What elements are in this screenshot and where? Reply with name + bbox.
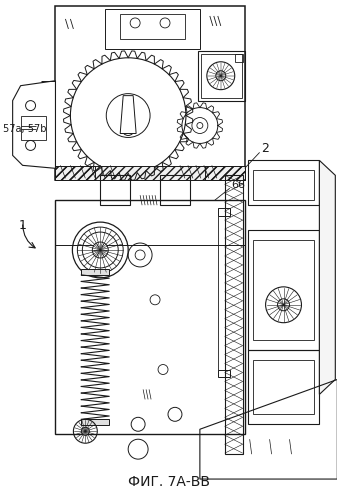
Text: 57a, 57b: 57a, 57b	[3, 124, 46, 134]
Bar	[248, 160, 319, 205]
Text: 2: 2	[262, 142, 269, 155]
Circle shape	[92, 242, 108, 258]
Bar	[81, 269, 109, 275]
Circle shape	[216, 70, 226, 81]
Bar	[248, 230, 319, 350]
Bar	[252, 240, 314, 340]
Text: 1: 1	[19, 218, 26, 232]
Bar	[120, 14, 185, 39]
Circle shape	[277, 299, 290, 310]
Bar	[55, 6, 245, 180]
Bar	[218, 370, 230, 378]
Bar	[225, 176, 243, 454]
Bar	[198, 51, 245, 100]
Bar	[55, 166, 95, 180]
Text: ФИГ. 7А-ВВ: ФИГ. 7А-ВВ	[128, 475, 210, 489]
Bar	[21, 116, 46, 140]
Polygon shape	[13, 80, 55, 168]
Bar	[55, 166, 245, 180]
Bar	[218, 208, 230, 216]
Bar	[160, 176, 190, 205]
Polygon shape	[120, 96, 136, 134]
Bar	[248, 350, 319, 424]
Bar	[100, 176, 130, 205]
Bar	[81, 420, 109, 426]
Bar	[105, 9, 200, 49]
Bar	[235, 54, 243, 62]
Polygon shape	[319, 160, 335, 394]
Bar	[205, 166, 245, 180]
Bar	[252, 170, 314, 200]
Circle shape	[81, 428, 89, 435]
Text: 66: 66	[232, 180, 246, 190]
Bar	[201, 54, 242, 98]
Bar	[252, 360, 314, 414]
Bar	[55, 200, 245, 434]
